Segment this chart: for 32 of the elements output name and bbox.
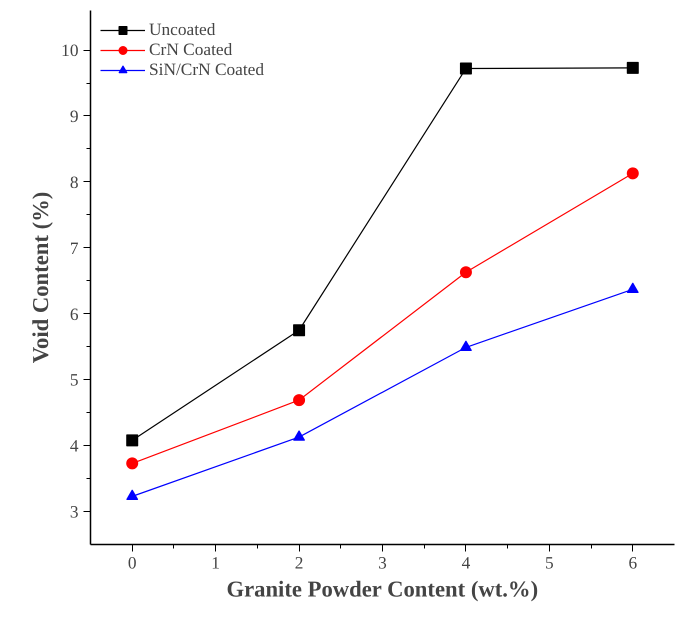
y-tick-label: 10 (61, 41, 78, 60)
x-tick-label: 0 (128, 554, 137, 572)
legend-label: CrN Coated (149, 40, 232, 60)
y-axis-title: Void Content (%) (28, 192, 54, 364)
point (293, 430, 306, 441)
point (626, 167, 639, 180)
point (460, 266, 472, 278)
x-axis-title: Granite Powder Content (wt.%) (226, 576, 538, 602)
x-tick-label: 3 (378, 554, 387, 572)
point (293, 324, 306, 336)
legend-label: SiN/CrN Coated (149, 60, 264, 80)
y-tick-label: 5 (70, 370, 79, 390)
point (460, 340, 472, 352)
y-tick-label: 6 (70, 304, 79, 324)
y-tick-label: 7 (70, 238, 79, 258)
y-tick-label: 3 (70, 502, 79, 522)
x-tick-label: 1 (211, 554, 220, 572)
legend-label: Uncoated (149, 20, 216, 40)
y-tick-label: 8 (70, 172, 79, 192)
point (626, 62, 639, 74)
point (626, 282, 639, 294)
point (126, 434, 138, 446)
point (293, 394, 306, 406)
x-tick-label: 4 (462, 554, 471, 572)
x-tick-label: 6 (628, 554, 638, 572)
y-tick-label: 9 (70, 106, 79, 126)
x-tick-label: 2 (294, 554, 304, 572)
y-tick-label: 4 (70, 436, 79, 456)
point (126, 490, 138, 500)
point (126, 457, 138, 470)
point (460, 62, 472, 75)
x-tick-label: 5 (545, 554, 554, 572)
